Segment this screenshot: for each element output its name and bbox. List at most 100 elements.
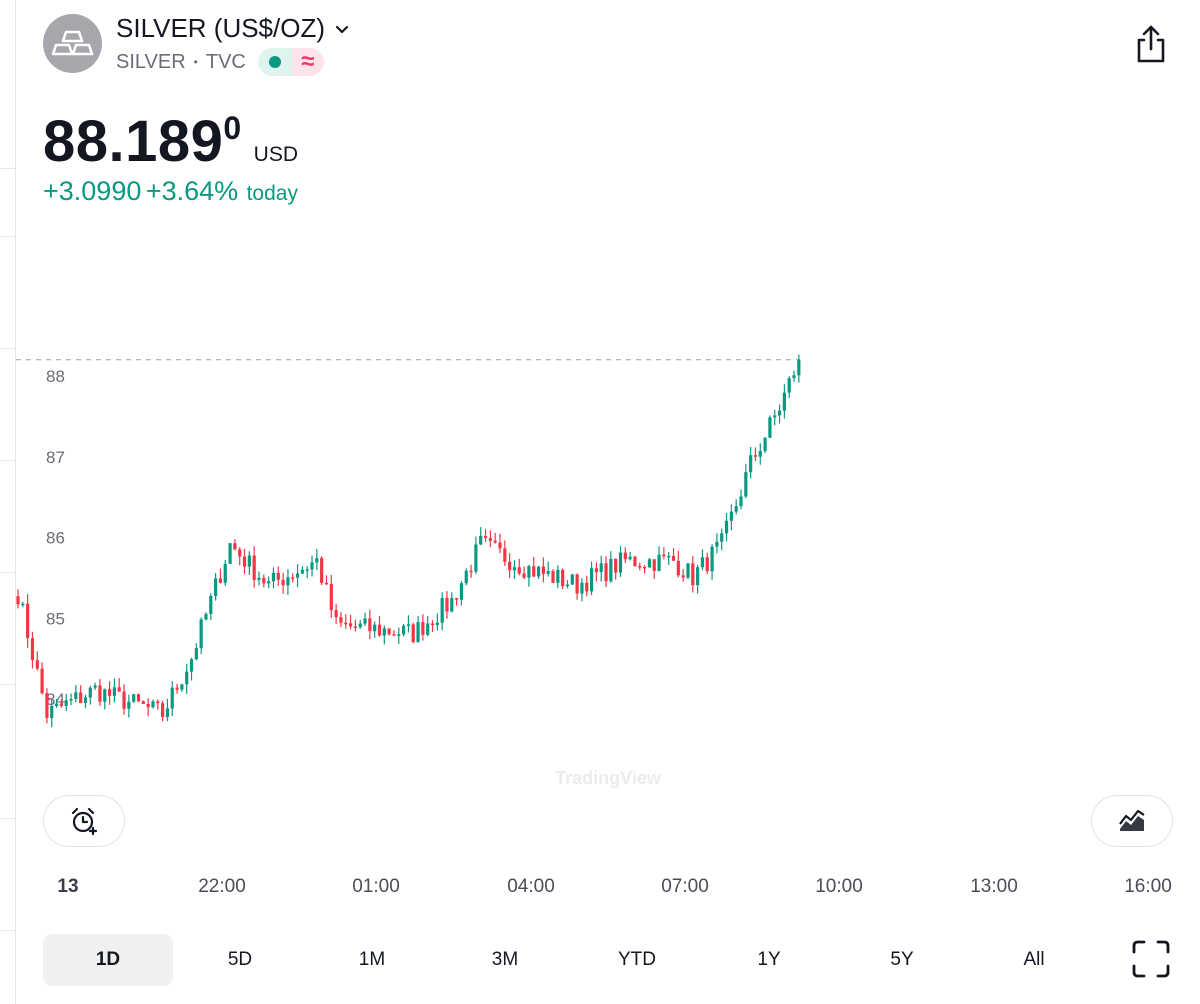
candle — [339, 611, 343, 628]
symbol-title-text: SILVER (US$/OZ) — [116, 13, 326, 43]
candle — [643, 565, 647, 574]
candle — [580, 578, 584, 602]
candle — [734, 499, 738, 515]
candle — [363, 612, 367, 626]
add-alert-button[interactable] — [43, 795, 125, 847]
price-main: 88.189 — [43, 109, 224, 174]
candle — [411, 622, 415, 644]
price-change: +3.0990 +3.64% today — [43, 176, 298, 207]
candle — [329, 574, 333, 618]
time-tick: 22:00 — [198, 876, 246, 897]
range-1d[interactable]: 1D — [43, 934, 173, 986]
time-tick: 13:00 — [970, 876, 1018, 897]
range-5y[interactable]: 5Y — [890, 949, 914, 970]
change-period: today — [246, 182, 298, 205]
candle — [267, 576, 271, 589]
candle — [758, 443, 762, 465]
candle — [686, 563, 690, 580]
candle — [782, 384, 786, 419]
candle — [98, 679, 102, 706]
candle — [54, 698, 59, 708]
time-axis: 13 22:00 01:00 04:00 07:00 10:00 13:00 1… — [0, 876, 1200, 906]
candle — [527, 564, 531, 587]
change-percent: +3.64% — [145, 176, 239, 206]
candle — [209, 593, 213, 621]
price-chart[interactable]: TradingView 84 85 86 87 88 — [0, 300, 1200, 800]
range-1m[interactable]: 1M — [358, 949, 386, 970]
candle — [185, 663, 189, 694]
candle — [30, 632, 35, 669]
candle — [753, 447, 758, 462]
candle — [493, 532, 497, 544]
candle — [344, 614, 348, 629]
symbol-subtitle: SILVER • TVC ≈ — [116, 48, 324, 76]
price-currency: USD — [253, 143, 298, 166]
separator-dot: • — [193, 55, 198, 69]
candle — [165, 698, 170, 722]
candle — [103, 688, 107, 710]
candle — [667, 551, 671, 565]
candle — [450, 592, 454, 613]
candle — [242, 548, 247, 575]
candle — [455, 597, 459, 606]
candle — [570, 573, 574, 586]
candle — [440, 592, 444, 631]
candle — [744, 463, 748, 499]
last-price: 88.1890 USD — [43, 108, 298, 175]
candle — [777, 404, 782, 424]
chart-style-button[interactable] — [1091, 795, 1173, 847]
candle — [397, 627, 401, 644]
candle — [430, 620, 435, 633]
candle — [146, 698, 150, 717]
candle — [353, 619, 357, 632]
candle — [291, 573, 295, 583]
time-tick: 16:00 — [1124, 876, 1172, 897]
candle — [141, 700, 145, 705]
candle — [189, 657, 194, 681]
change-value: +3.0990 — [43, 176, 142, 206]
ticker: SILVER — [116, 50, 186, 73]
candle — [522, 566, 526, 580]
range-all[interactable]: All — [1023, 949, 1045, 970]
market-status-badges[interactable]: ≈ — [257, 48, 324, 76]
chevron-down-icon — [335, 25, 349, 33]
candle — [214, 573, 218, 601]
fullscreen-icon[interactable] — [1130, 938, 1172, 980]
candle — [320, 556, 324, 586]
symbol-title[interactable]: SILVER (US$/OZ) — [116, 13, 351, 44]
candle — [368, 609, 372, 640]
candle — [426, 616, 430, 637]
candle — [406, 615, 411, 633]
range-3m[interactable]: 3M — [491, 949, 519, 970]
range-1y[interactable]: 1Y — [757, 949, 781, 970]
candle — [618, 546, 623, 577]
candle — [657, 546, 661, 572]
candle — [565, 579, 570, 589]
candle — [74, 685, 78, 703]
candle — [676, 551, 680, 578]
candle — [59, 699, 63, 708]
range-ytd[interactable]: YTD — [618, 949, 656, 970]
share-icon[interactable] — [1128, 22, 1174, 68]
range-selector: 1D 5D 1M 3M YTD 1Y 5Y All — [43, 934, 1133, 986]
candle — [402, 624, 406, 637]
candle — [151, 699, 155, 709]
candle — [218, 568, 223, 584]
candle — [459, 581, 464, 606]
range-5d[interactable]: 5D — [227, 949, 253, 970]
candle — [40, 662, 44, 695]
candle — [474, 536, 478, 574]
candle — [517, 558, 521, 576]
candle — [117, 678, 121, 692]
candle — [652, 559, 656, 579]
candle — [729, 504, 733, 531]
candle — [773, 409, 777, 426]
candle — [50, 698, 54, 728]
left-panel-edge — [0, 0, 16, 1004]
candle — [276, 566, 280, 586]
candle — [609, 551, 613, 583]
candle — [512, 560, 517, 579]
candle — [705, 552, 709, 575]
candle — [88, 685, 92, 705]
time-tick: 13 — [57, 876, 79, 897]
